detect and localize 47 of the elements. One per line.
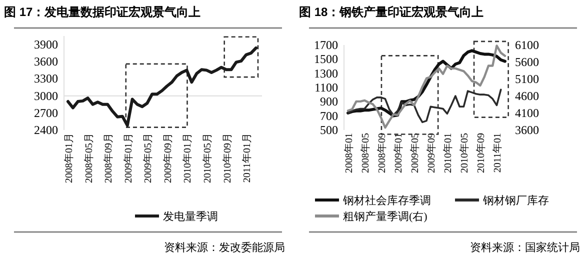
y-tick-label: 3300 (34, 72, 58, 86)
y-tick-label: 1700 (314, 38, 338, 52)
x-tick-label: 2008年09月 (102, 133, 115, 183)
x-tick-label: 2010年01 (442, 133, 454, 173)
line-series (347, 88, 502, 124)
y-tick-label: 1300 (314, 66, 338, 80)
y-tick-label: 3000 (34, 88, 58, 103)
x-tick-label: 2011年01月 (241, 133, 254, 183)
x-tick-label: 2008年01月 (63, 133, 75, 183)
x-tick-label: 2010年01月 (182, 133, 194, 183)
x-tick-label: 2011年01 (492, 133, 504, 173)
legend-label: 发电量季调 (163, 210, 218, 223)
y2-tick-label: 6100 (515, 38, 539, 52)
chart-title: 图 17：发电量数据印证宏观景气向上 (4, 5, 201, 19)
y-tick-label: 2700 (34, 106, 58, 120)
x-tick-label: 2009年01月 (122, 133, 134, 183)
x-tick-label: 2008年05 (360, 133, 372, 173)
y2-tick-label: 4100 (515, 106, 539, 120)
legend-label: 钢材钢厂库存 (482, 194, 549, 207)
x-tick-label: 2008年01 (343, 133, 355, 173)
y-tick-label: 500 (320, 123, 338, 137)
chart-title: 图 18：钢铁产量印证宏观景气向上 (299, 5, 484, 19)
x-tick-label: 2008年05月 (82, 133, 95, 183)
y2-tick-label: 3600 (515, 123, 539, 137)
x-tick-label: 2010年05月 (202, 133, 214, 183)
line-series (346, 44, 506, 129)
y-tick-label: 3600 (34, 54, 58, 69)
y2-tick-label: 5100 (515, 72, 539, 86)
x-tick-label: 2009年01 (392, 133, 405, 173)
y-tick-label: 700 (320, 108, 338, 123)
x-tick-label: 2009年09月 (162, 133, 174, 183)
legend-label: 钢材社会库存季调 (342, 194, 431, 207)
x-tick-label: 2010年09月 (221, 133, 234, 183)
x-tick-label: 2010年09 (475, 133, 488, 173)
text: 资料来源：国家统计局 (470, 241, 580, 254)
y-tick-label: 900 (320, 94, 338, 109)
y-tick-label: 1500 (314, 52, 338, 66)
y-tick-label: 1100 (314, 80, 338, 94)
y2-tick-label: 5600 (515, 55, 539, 69)
y-tick-label: 2400 (34, 123, 58, 137)
legend-label: 粗钢产量季调(右) (343, 210, 428, 223)
y-tick-label: 3900 (34, 38, 58, 52)
x-tick-label: 2009年05月 (142, 133, 154, 183)
text: 资料来源：发改委能源局 (164, 241, 285, 254)
x-tick-label: 2010年05 (458, 133, 471, 173)
y2-tick-label: 4600 (515, 89, 539, 103)
line-series (66, 46, 258, 127)
